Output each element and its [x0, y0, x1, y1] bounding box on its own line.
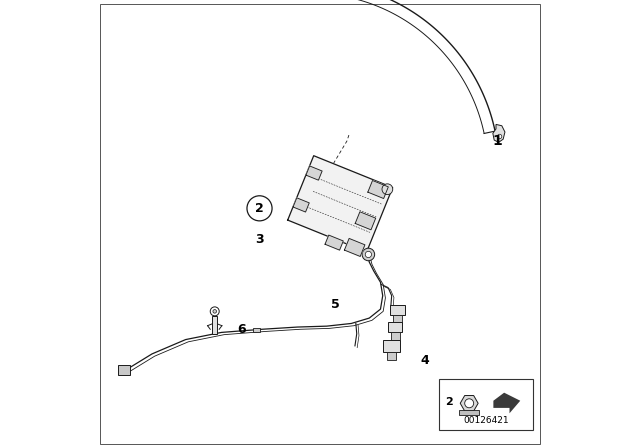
Polygon shape: [493, 125, 505, 142]
Polygon shape: [293, 198, 309, 212]
Circle shape: [210, 307, 219, 316]
Bar: [212, 316, 218, 334]
Bar: [391, 332, 400, 340]
Text: 1: 1: [492, 134, 502, 148]
Bar: [118, 365, 130, 375]
Polygon shape: [368, 181, 388, 198]
Text: 3: 3: [255, 233, 264, 246]
Bar: [390, 305, 404, 315]
Bar: [388, 322, 403, 332]
Circle shape: [497, 134, 502, 139]
Circle shape: [465, 399, 474, 408]
Circle shape: [365, 251, 372, 258]
Circle shape: [247, 196, 272, 221]
Bar: [460, 410, 479, 415]
Bar: [439, 379, 532, 430]
Bar: [253, 328, 260, 332]
Text: 2: 2: [255, 202, 264, 215]
Polygon shape: [493, 392, 520, 413]
Polygon shape: [306, 166, 322, 180]
Text: 00126421: 00126421: [463, 416, 509, 425]
Text: 2: 2: [445, 397, 452, 407]
Bar: [387, 352, 396, 360]
Circle shape: [213, 310, 216, 313]
Text: 5: 5: [332, 298, 340, 311]
Polygon shape: [355, 212, 376, 230]
Bar: [383, 340, 400, 352]
Bar: [393, 315, 402, 323]
Text: 4: 4: [421, 354, 429, 367]
Circle shape: [382, 184, 393, 194]
Polygon shape: [325, 235, 343, 250]
Polygon shape: [288, 156, 392, 252]
Text: 6: 6: [237, 323, 246, 336]
Circle shape: [362, 248, 374, 261]
Polygon shape: [344, 238, 365, 256]
Polygon shape: [460, 396, 478, 411]
